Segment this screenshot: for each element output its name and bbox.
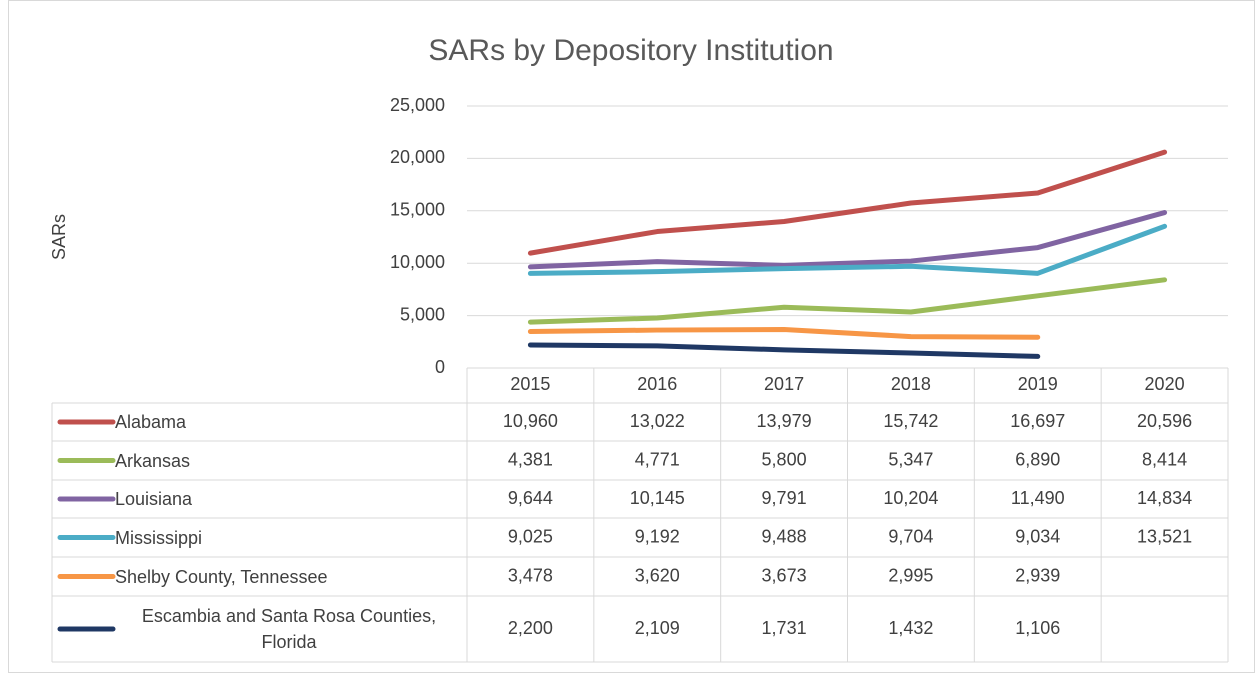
table-value: 1,432 xyxy=(888,618,933,638)
table-value: 4,381 xyxy=(508,449,553,469)
legend-label-box: Shelby County, Tennessee xyxy=(115,566,328,587)
x-tick-label: 2015 xyxy=(510,374,550,394)
table-value: 9,025 xyxy=(508,526,553,546)
legend-label: Mississippi xyxy=(115,527,203,548)
legend-label-box: Mississippi xyxy=(115,527,203,548)
table-value: 9,791 xyxy=(762,488,807,508)
table-value: 8,414 xyxy=(1142,449,1187,469)
table-value: 9,192 xyxy=(635,526,680,546)
chart-title: SARs by Depository Institution xyxy=(428,34,833,67)
table-value: 1,106 xyxy=(1015,618,1060,638)
table-value: 14,834 xyxy=(1137,488,1192,508)
table-value: 11,490 xyxy=(1011,488,1065,508)
table-value: 10,204 xyxy=(883,488,938,508)
table-value: 4,771 xyxy=(635,449,680,469)
table-value: 13,979 xyxy=(757,411,812,431)
table-value: 16,697 xyxy=(1010,411,1065,431)
table-value: 1,731 xyxy=(762,618,807,638)
legend-label: Louisiana xyxy=(115,489,193,509)
table-value: 2,939 xyxy=(1015,565,1060,585)
legend-label: Shelby County, Tennessee xyxy=(115,566,328,587)
table-value: 3,478 xyxy=(508,565,553,585)
legend-label: Escambia and Santa Rosa Counties, Florid… xyxy=(141,606,437,652)
series-line xyxy=(527,223,1168,276)
table-value: 2,200 xyxy=(508,618,553,638)
y-tick-label: 15,000 xyxy=(390,200,445,220)
series-line xyxy=(527,327,1041,340)
table-value: 9,704 xyxy=(888,526,933,546)
x-tick-label: 2016 xyxy=(637,374,677,394)
y-tick-label: 25,000 xyxy=(390,95,445,115)
table-value: 6,890 xyxy=(1015,449,1060,469)
table-value: 9,488 xyxy=(762,526,807,546)
table-value: 2,109 xyxy=(635,618,680,638)
y-tick-label: 5,000 xyxy=(400,304,445,324)
legend-label-box: Louisiana xyxy=(115,489,193,509)
table-value: 5,347 xyxy=(888,449,933,469)
table-value: 10,145 xyxy=(630,488,685,508)
legend-label-box: Alabama xyxy=(115,412,187,432)
table-value: 10,960 xyxy=(503,411,558,431)
x-tick-label: 2017 xyxy=(764,374,804,394)
table-value: 15,742 xyxy=(883,411,938,431)
table-value: 5,800 xyxy=(762,449,807,469)
table-value: 20,596 xyxy=(1137,411,1192,431)
legend-label: Arkansas xyxy=(115,450,191,471)
x-tick-label: 2018 xyxy=(891,374,931,394)
x-tick-label: 2020 xyxy=(1145,374,1185,394)
legend-label: Alabama xyxy=(115,412,187,432)
legend-label-box: Arkansas xyxy=(115,450,191,471)
table-value: 3,620 xyxy=(635,565,680,585)
table-value: 13,521 xyxy=(1137,526,1192,546)
y-tick-label: 0 xyxy=(435,357,445,377)
series-line xyxy=(527,342,1041,359)
table-value: 9,644 xyxy=(508,488,553,508)
table-value: 2,995 xyxy=(888,565,933,585)
x-tick-label: 2019 xyxy=(1018,374,1058,394)
y-tick-label: 20,000 xyxy=(390,147,445,167)
table-value: 9,034 xyxy=(1015,526,1060,546)
y-tick-label: 10,000 xyxy=(390,252,445,272)
series-line xyxy=(527,210,1168,270)
legend-label-box: Escambia and Santa Rosa Counties, Florid… xyxy=(141,606,437,652)
y-axis-label: SARs xyxy=(49,214,69,260)
table-value: 3,673 xyxy=(762,565,807,585)
table-value: 13,022 xyxy=(630,411,685,431)
series-line xyxy=(527,277,1168,325)
series-line xyxy=(527,149,1168,256)
chart-frame xyxy=(8,0,1255,673)
